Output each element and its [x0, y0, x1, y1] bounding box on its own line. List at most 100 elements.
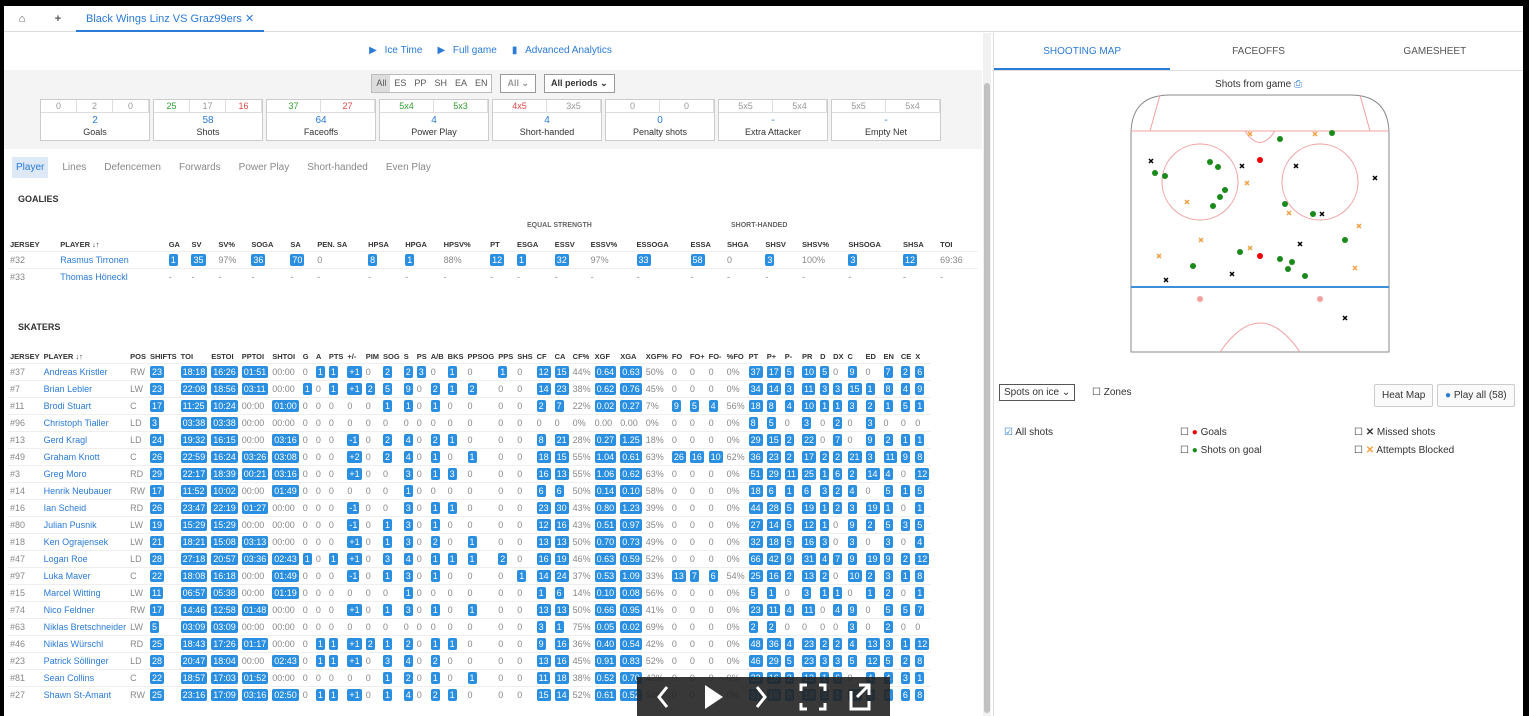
- cell-text[interactable]: Ian Scheid: [43, 503, 87, 513]
- column-header[interactable]: SHGA: [727, 240, 749, 249]
- link[interactable]: ▶ Ice Time: [369, 45, 423, 56]
- column-header[interactable]: JERSEY: [10, 240, 40, 249]
- cell-text[interactable]: Rasmus Tirronen: [60, 255, 129, 265]
- strength-option[interactable]: All: [372, 75, 391, 92]
- column-header[interactable]: HPSA: [368, 240, 389, 249]
- column-header[interactable]: HPGA: [405, 240, 427, 249]
- column-header[interactable]: SOG: [383, 352, 400, 361]
- scrollbar[interactable]: [983, 33, 991, 716]
- column-header[interactable]: GA: [168, 240, 180, 249]
- column-header[interactable]: C: [847, 352, 853, 361]
- cell-text[interactable]: Greg Moro: [43, 469, 87, 479]
- column-header[interactable]: ESSOGA: [636, 240, 669, 249]
- column-header[interactable]: PT: [490, 240, 500, 249]
- column-header[interactable]: DX: [833, 352, 844, 361]
- play-all-button[interactable]: ● Play all (58): [1437, 384, 1515, 407]
- add-tab[interactable]: +: [54, 12, 62, 25]
- column-header[interactable]: S: [403, 352, 409, 361]
- cell-text[interactable]: Niklas Würschl: [43, 639, 104, 649]
- sub-tab[interactable]: Defencemen: [104, 162, 161, 173]
- column-header[interactable]: FO: [671, 352, 683, 361]
- cell-text[interactable]: Niklas Bretschneider: [43, 622, 127, 632]
- column-header[interactable]: ED: [865, 352, 876, 361]
- column-header[interactable]: TOI: [940, 240, 953, 249]
- column-header[interactable]: ESSA: [690, 240, 711, 249]
- game-tab[interactable]: Black Wings Linz VS Graz99ers ✕: [76, 6, 265, 32]
- column-header[interactable]: SHTOI: [272, 352, 296, 361]
- goals-toggle[interactable]: ☐ ● Goals: [1180, 427, 1227, 438]
- column-header[interactable]: SOGA: [251, 240, 274, 249]
- column-header[interactable]: PTS: [328, 352, 344, 361]
- cell-text[interactable]: Brian Lebler: [43, 384, 93, 394]
- column-header[interactable]: SHIFTS: [150, 352, 177, 361]
- sub-tab[interactable]: Even Play: [385, 162, 431, 173]
- right-tab[interactable]: GAMESHEET: [1403, 46, 1467, 57]
- column-header[interactable]: +/-: [347, 352, 357, 361]
- column-header[interactable]: CF: [536, 352, 547, 361]
- column-header[interactable]: FO+: [689, 352, 705, 361]
- sub-tab[interactable]: Forwards: [178, 162, 221, 173]
- all-shots-toggle[interactable]: ☑ All shots: [1004, 427, 1053, 438]
- column-header[interactable]: SHS: [517, 352, 533, 361]
- cell-text[interactable]: Nico Feldner: [43, 605, 95, 615]
- link[interactable]: ▮ Advanced Analytics: [511, 45, 612, 56]
- column-header[interactable]: SHSV%: [801, 240, 830, 249]
- column-header[interactable]: FO-: [708, 352, 722, 361]
- right-tab[interactable]: FACEOFFS: [1232, 46, 1285, 57]
- cell-text[interactable]: Thomas Höneckl: [60, 272, 128, 283]
- column-header[interactable]: PS: [416, 352, 427, 361]
- column-header[interactable]: SV%: [218, 240, 236, 249]
- column-header[interactable]: P-: [784, 352, 793, 361]
- cell-text[interactable]: Ken Ograjensek: [43, 537, 109, 547]
- cell-text[interactable]: Henrik Neubauer: [43, 486, 112, 496]
- column-header[interactable]: SHSOGA: [848, 240, 881, 249]
- column-header[interactable]: ESTOI: [211, 352, 234, 361]
- column-header[interactable]: PLAYER ↓↑: [60, 240, 100, 249]
- strength-option[interactable]: EN: [474, 78, 488, 88]
- cell-text[interactable]: Graham Knott: [43, 452, 100, 462]
- column-header[interactable]: SA: [290, 240, 301, 249]
- sub-tab[interactable]: Lines: [62, 162, 87, 173]
- zones-toggle[interactable]: ☐ Zones: [1092, 387, 1132, 398]
- column-header[interactable]: PLAYER ↓↑: [43, 352, 83, 361]
- strength-option[interactable]: SH: [434, 78, 447, 88]
- column-header[interactable]: PPS: [498, 352, 514, 361]
- column-header[interactable]: G: [302, 352, 309, 361]
- cell-text[interactable]: Patrick Söllinger: [43, 656, 109, 666]
- all-dropdown[interactable]: All ⌄: [500, 74, 537, 93]
- column-header[interactable]: PT: [748, 352, 759, 361]
- blocked-toggle[interactable]: ☐ ✕ Attempts Blocked: [1354, 445, 1455, 456]
- column-header[interactable]: ESSV%: [590, 240, 618, 249]
- column-header[interactable]: SHSV: [765, 240, 786, 249]
- column-header[interactable]: A: [315, 352, 322, 361]
- cell-text[interactable]: Logan Roe: [43, 554, 88, 564]
- column-header[interactable]: CA: [554, 352, 566, 361]
- column-header[interactable]: %FO: [726, 352, 744, 361]
- column-header[interactable]: A/B: [430, 352, 444, 361]
- column-header[interactable]: SV: [191, 240, 202, 249]
- heatmap-button[interactable]: Heat Map: [1374, 384, 1434, 407]
- sub-tab[interactable]: Player: [12, 157, 49, 178]
- column-header[interactable]: CE: [900, 352, 912, 361]
- column-header[interactable]: PR: [802, 352, 813, 361]
- column-header[interactable]: PPTOI: [241, 352, 265, 361]
- column-header[interactable]: POS: [130, 352, 146, 361]
- column-header[interactable]: D: [820, 352, 826, 361]
- column-header[interactable]: TOI: [180, 352, 194, 361]
- column-header[interactable]: EN: [883, 352, 894, 361]
- column-header[interactable]: X: [915, 352, 921, 361]
- period-dropdown[interactable]: All periods ⌄: [544, 74, 615, 93]
- cell-text[interactable]: Shawn St-Amant: [43, 690, 112, 701]
- column-header[interactable]: XGF%: [645, 352, 668, 361]
- strength-option[interactable]: EA: [454, 78, 467, 88]
- cell-text[interactable]: Brodi Stuart: [43, 401, 92, 411]
- column-header[interactable]: ESGA: [517, 240, 539, 249]
- column-header[interactable]: PEN. SA: [317, 240, 348, 249]
- link[interactable]: ▶ Full game: [437, 45, 497, 56]
- missed-toggle[interactable]: ☐ ✕ Missed shots: [1354, 427, 1436, 438]
- column-header[interactable]: P+: [766, 352, 777, 361]
- column-header[interactable]: HPSV%: [443, 240, 471, 249]
- column-header[interactable]: ESSV: [554, 240, 575, 249]
- column-header[interactable]: SHSA: [903, 240, 924, 249]
- column-header[interactable]: BKS: [447, 352, 464, 361]
